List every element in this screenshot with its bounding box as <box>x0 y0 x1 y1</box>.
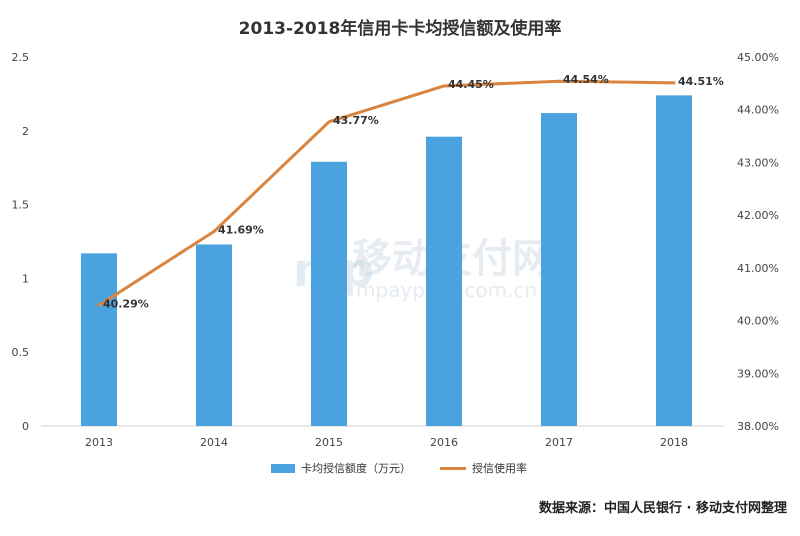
source-note: 数据来源：中国人民银行 · 移动支付网整理 <box>539 500 787 516</box>
line-data-label: 44.54% <box>563 73 609 86</box>
right-axis-tick-label: 43.00% <box>737 156 779 169</box>
bar <box>656 95 692 426</box>
left-axis-tick-label: 2.5 <box>12 51 30 64</box>
line-data-label: 44.45% <box>448 78 494 91</box>
bar <box>81 253 117 426</box>
line-point <box>442 84 446 88</box>
bar-series <box>81 95 692 427</box>
line-data-labels: 40.29% 41.69% 43.77% 44.45% 44.54% 44.51% <box>103 73 724 310</box>
line-point <box>557 79 561 83</box>
line-point <box>327 120 331 124</box>
legend: 卡均授信额度（万元） 授信使用率 <box>271 461 527 475</box>
series-line <box>97 79 676 307</box>
legend-label-line: 授信使用率 <box>472 461 527 475</box>
x-axis-tick-label: 2017 <box>545 436 573 449</box>
left-axis-tick-label: 0 <box>22 420 29 433</box>
line-data-label: 41.69% <box>218 223 264 236</box>
line-point <box>97 303 101 307</box>
legend-swatch-bar <box>271 464 295 473</box>
right-axis-tick-label: 38.00% <box>737 420 779 433</box>
bar <box>426 136 462 427</box>
x-axis-tick-label: 2016 <box>430 436 458 449</box>
bar <box>541 113 577 426</box>
legend-label-bar: 卡均授信额度（万元） <box>301 461 411 475</box>
line-point <box>212 229 216 233</box>
right-axis-tick-label: 40.00% <box>737 315 779 328</box>
x-axis: 2013 2014 2015 2016 2017 2018 <box>85 436 688 449</box>
line-data-label: 40.29% <box>103 297 149 310</box>
left-y-axis: 0 0.5 1 1.5 2 2.5 <box>12 51 30 433</box>
x-axis-tick-label: 2013 <box>85 436 113 449</box>
left-axis-tick-label: 1.5 <box>12 199 30 212</box>
bar <box>311 161 347 426</box>
left-axis-tick-label: 0.5 <box>12 346 30 359</box>
right-axis-tick-label: 39.00% <box>737 367 779 380</box>
line-series <box>97 79 676 307</box>
x-axis-tick-label: 2014 <box>200 436 228 449</box>
left-axis-tick-label: 1 <box>22 272 29 285</box>
right-axis-tick-label: 41.00% <box>737 262 779 275</box>
right-axis-tick-label: 42.00% <box>737 209 779 222</box>
line-point <box>672 81 676 85</box>
right-y-axis: 38.00% 39.00% 40.00% 41.00% 42.00% 43.00% 44.0… <box>737 51 779 433</box>
line-data-label: 43.77% <box>333 114 379 127</box>
left-axis-tick-label: 2 <box>22 125 29 138</box>
right-axis-tick-label: 45.00% <box>737 51 779 64</box>
x-axis-tick-label: 2015 <box>315 436 343 449</box>
x-axis-tick-label: 2018 <box>660 436 688 449</box>
bar <box>196 244 232 426</box>
chart-title: 2013-2018年信用卡卡均授信额及使用率 <box>239 18 562 39</box>
right-axis-tick-label: 44.00% <box>737 104 779 117</box>
line-data-label: 44.51% <box>678 75 724 88</box>
